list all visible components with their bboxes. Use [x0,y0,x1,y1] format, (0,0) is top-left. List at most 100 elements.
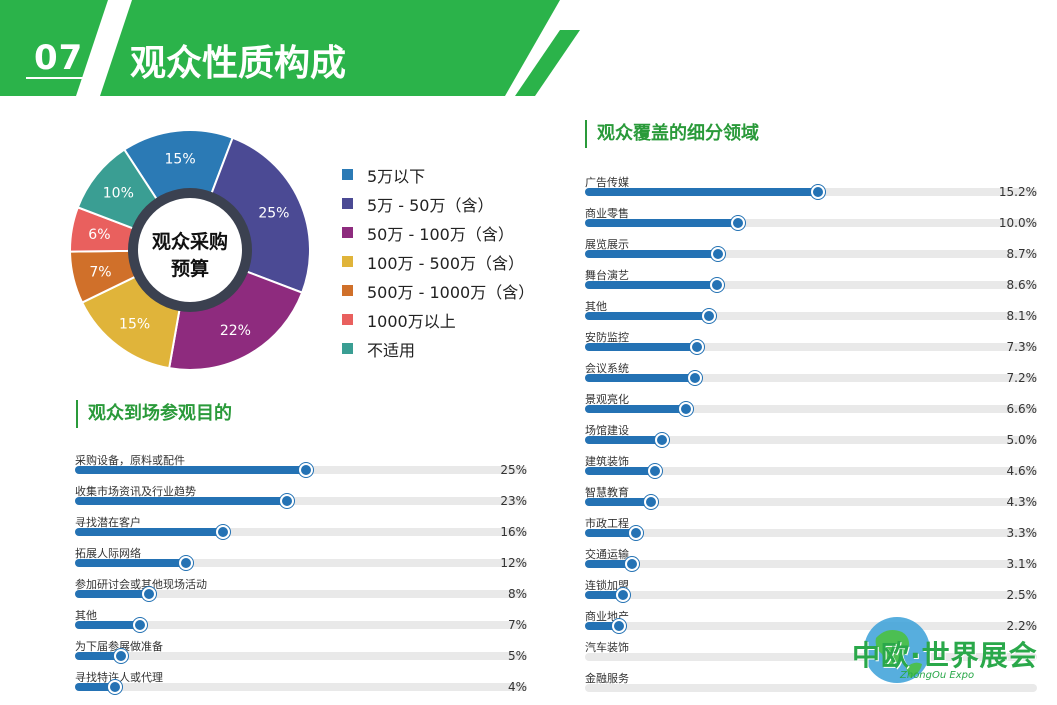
bar-value-label: 5% [507,649,527,663]
bar-value-label: 6.6% [1006,402,1038,416]
legend-swatch [342,285,353,296]
pie-center-line-1: 观众采购 [152,230,228,253]
bar-end-marker [298,463,313,477]
bar-end-marker [679,402,694,416]
bar-value-label: 12% [500,556,527,570]
pie-slice-label: 10% [103,185,134,201]
legend-label: 1000万以上 [367,311,456,331]
bar-category-label: 舞台演艺 [585,269,629,282]
bar-row: 金融服务 [585,670,1037,701]
bar-track [585,185,1037,199]
bar-end-marker [178,556,193,570]
bar-row: 广告传媒 15.2% [585,174,1037,205]
bar-row: 景观亮化 6.6% [585,391,1037,422]
legend-label: 50万 - 100万（含） [367,224,514,244]
bar-category-label: 为下届参展做准备 [75,640,163,653]
bar-track [75,556,527,570]
legend-item: 100万 - 500万（含） [342,247,534,276]
bar-track [585,495,1037,509]
bar-category-label: 采购设备，原料或配件 [75,454,185,467]
bar-track [585,588,1037,602]
bar-track [75,649,527,663]
bar-fill [75,528,223,536]
bar-fill [585,219,739,227]
legend-label: 不适用 [367,340,416,360]
bar-row: 交通运输 3.1% [585,546,1037,577]
bar-row: 商业地产 2.2% [585,608,1037,639]
bar-track [585,684,1037,692]
budget-pie-chart: 观众采购 预算 15% 25% 22% 15% 7% 6% 10% [68,129,311,371]
bar-value-label: 23% [500,494,527,508]
bar-category-label: 收集市场资讯及行业趋势 [75,485,196,498]
bar-value-label: 7.2% [1006,371,1038,385]
bar-row: 其他 7% [75,607,527,638]
bar-category-label: 寻找特许人或代理 [75,671,163,684]
bar-value-label: 8.6% [1006,278,1038,292]
bar-row: 市政工程 3.3% [585,515,1037,546]
bar-fill [585,281,717,289]
bar-end-marker [711,247,726,261]
bar-category-label: 金融服务 [585,672,629,685]
bar-category-label: 建筑装饰 [585,455,629,468]
pie-slice-label: 7% [89,264,111,280]
bar-category-label: 汽车装饰 [585,641,629,654]
bar-end-marker [709,278,724,292]
pie-slice-label: 15% [165,152,196,168]
pie-legend: 5万以下 5万 - 50万（含） 50万 - 100万（含） 100万 - 500万（… [342,160,534,363]
bar-end-marker [616,588,631,602]
bar-fill [75,497,288,505]
bar-value-label: 15.2% [998,185,1037,199]
bar-row: 收集市场资讯及行业趋势 23% [75,483,527,514]
bar-value-label: 4% [507,680,527,694]
bar-fill [585,498,651,506]
bar-category-label: 寻找潜在客户 [75,516,141,529]
bar-track [75,525,527,539]
bar-value-label: 7.3% [1006,340,1038,354]
pie-center-line-2: 预算 [171,257,209,280]
bar-category-label: 其他 [75,609,97,622]
bar-track [585,619,1037,633]
bar-value-label: 25% [500,463,527,477]
pie-slice-label: 15% [119,316,150,332]
bar-value-label: 8% [507,587,527,601]
bar-end-marker [731,216,746,230]
bar-value-label: 3.1% [1006,557,1038,571]
bar-category-label: 市政工程 [585,517,629,530]
bar-row: 会议系统 7.2% [585,360,1037,391]
bar-category-label: 广告传媒 [585,176,629,189]
bar-value-label: 3.3% [1006,526,1038,540]
bar-track [585,433,1037,447]
expo-logo: 中欧·世界展会 ZhongOu Expo [852,608,1052,698]
bar-value-label: 4.3% [1006,495,1038,509]
sector-section-title: 观众覆盖的细分领域 [585,120,759,148]
pie-center-disc [138,198,242,302]
bar-fill [75,590,149,598]
bar-track [75,618,527,632]
bar-end-marker [141,587,156,601]
page-title: 观众性质构成 [130,43,347,84]
pie-slice-label: 6% [88,227,110,243]
bar-track [585,247,1037,261]
bar-fill [75,683,115,691]
bar-value-label: 7% [507,618,527,632]
legend-swatch [342,227,353,238]
bar-fill [585,622,619,630]
legend-item: 不适用 [342,334,534,363]
bar-row: 连锁加盟 2.5% [585,577,1037,608]
bar-track [585,402,1037,416]
legend-swatch [342,198,353,209]
bar-fill [585,560,633,568]
bar-row: 其他 8.1% [585,298,1037,329]
legend-item: 5万 - 50万（含） [342,189,534,218]
bar-fill [75,652,122,660]
bar-end-marker [628,526,643,540]
legend-item: 50万 - 100万（含） [342,218,534,247]
bar-row: 参加研讨会或其他现场活动 8% [75,576,527,607]
bar-row: 场馆建设 5.0% [585,422,1037,453]
bar-fill [585,405,687,413]
bar-track [585,557,1037,571]
bar-fill [585,343,697,351]
bar-track [585,340,1037,354]
bar-track [75,494,527,508]
legend-item: 500万 - 1000万（含） [342,276,534,305]
